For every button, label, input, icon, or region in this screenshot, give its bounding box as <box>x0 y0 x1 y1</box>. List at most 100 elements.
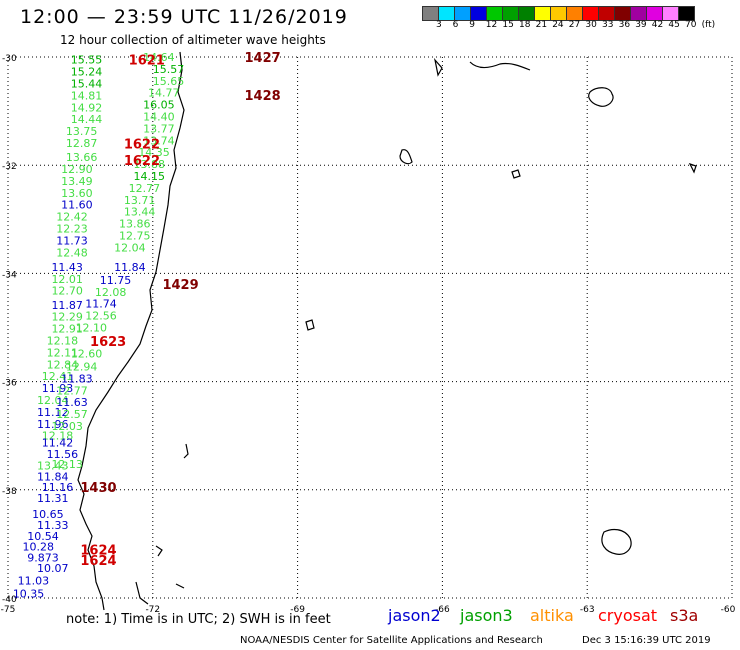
pass-time-label: 1429 <box>162 278 198 293</box>
swh-value: 12.23 <box>56 222 87 235</box>
swh-value: 11.43 <box>51 261 83 274</box>
scale-label: 70 <box>685 20 697 30</box>
swh-value: 12.03 <box>51 420 83 433</box>
scale-label: 18 <box>519 20 531 30</box>
map-subtitle: 12 hour collection of altimeter wave hei… <box>60 33 326 47</box>
swh-value: 13.86 <box>119 218 151 231</box>
swh-value: 13.44 <box>124 206 156 219</box>
swh-value: 10.07 <box>37 562 69 575</box>
scale-label: 33 <box>602 20 614 30</box>
swh-value: 11.75 <box>100 274 132 287</box>
lat-tick-label: -34 <box>2 270 17 280</box>
swh-value: 11.16 <box>42 481 74 494</box>
swh-value: 11.42 <box>42 437 74 450</box>
swh-value: 12.18 <box>42 430 74 443</box>
lat-lon-grid: -30 -32 -34 -36 -38 -40-75 -72 -69 -66 -63 -60 <box>1 54 736 615</box>
swh-value: 11.33 <box>37 519 69 532</box>
swh-value: 11.84 <box>114 261 146 274</box>
swh-value: 12.75 <box>119 230 151 243</box>
swh-value: 11.74 <box>85 298 117 311</box>
lat-tick-label: -40 <box>2 595 17 605</box>
swh-value: 12.90 <box>61 163 93 176</box>
swh-value: 12.11 <box>47 346 79 359</box>
scale-label: 3 <box>436 20 442 30</box>
scale-label: 21 <box>535 20 548 30</box>
footer-note: note: 1) Time is in UTC; 2) SWH is in fe… <box>66 612 331 627</box>
pass-time-label: 1430 <box>80 481 116 496</box>
scale-label: 15 <box>502 20 514 30</box>
footer-credit: NOAA/NESDIS Center for Satellite Applica… <box>240 635 543 646</box>
swh-value: 11.56 <box>47 448 79 461</box>
swh-value: 12.29 <box>51 311 83 324</box>
swh-value: 14.40 <box>143 111 175 124</box>
swh-value: 14.35 <box>138 146 170 159</box>
swh-value: 11.83 <box>61 372 93 385</box>
swh-value: 11.84 <box>37 470 69 483</box>
lon-tick-label: -69 <box>290 605 305 615</box>
swh-value: 14.15 <box>133 170 165 183</box>
lon-tick-label: -75 <box>1 605 16 615</box>
swh-value: 15.65 <box>153 75 185 88</box>
swh-value: 11.60 <box>61 199 93 212</box>
swh-value: 16.05 <box>143 99 175 112</box>
pass-time-label: 1624 <box>80 554 116 569</box>
swh-value: 11.12 <box>37 406 69 419</box>
swh-value: 10.65 <box>32 508 64 521</box>
swh-value: 12.10 <box>76 322 108 335</box>
swh-value: 12.01 <box>51 273 83 286</box>
swh-value: 12.04 <box>114 241 146 254</box>
swh-value: 14.92 <box>71 101 103 114</box>
scale-label: 12 <box>485 20 498 30</box>
map-frame <box>0 57 740 610</box>
coastline <box>77 51 697 611</box>
map-title: 12:00 — 23:59 UTC 11/26/2019 <box>20 6 348 28</box>
scale-label: 30 <box>585 20 597 30</box>
scale-label: 24 <box>552 20 564 30</box>
swh-value: 11.63 <box>56 396 87 409</box>
swh-value: 12.57 <box>56 408 87 421</box>
swh-value: 15.57 <box>153 63 185 76</box>
scale-label: 42 <box>651 20 664 30</box>
swh-value: 14.44 <box>71 113 103 126</box>
swh-value: 12.91 <box>51 323 83 336</box>
swh-value: 11.31 <box>37 492 69 505</box>
legend-s3a: s3a <box>670 606 699 625</box>
swh-value: 13.71 <box>124 194 156 207</box>
scale-label: 27 <box>568 20 581 30</box>
legend-cryosat: cryosat <box>598 606 658 625</box>
lon-tick-label: -63 <box>580 605 595 615</box>
swh-value: 12.87 <box>66 137 98 150</box>
scale-label: (ft) <box>701 20 716 30</box>
swh-value: 14.77 <box>148 87 180 100</box>
swh-value: 12.60 <box>71 347 103 360</box>
swh-value: 13.77 <box>143 122 175 135</box>
scale-label: 6 <box>452 20 459 30</box>
swh-value: 12.41 <box>42 370 74 383</box>
pass-time-label: 1622 <box>124 154 160 169</box>
swh-value: 10.28 <box>22 541 54 554</box>
swh-value: 11.03 <box>18 575 50 588</box>
legend-jason3: jason3 <box>460 606 513 625</box>
swh-value: 9.873 <box>27 551 59 564</box>
swh-value: 12.84 <box>47 358 79 371</box>
scale-label: 39 <box>635 20 647 30</box>
lat-tick-label: -36 <box>2 379 17 389</box>
legend-jason2: jason2 <box>388 606 441 625</box>
scale-label: 45 <box>668 20 680 30</box>
swh-value: 13.43 <box>37 459 69 472</box>
swh-value: 14.81 <box>71 89 103 102</box>
lat-tick-label: -32 <box>2 162 17 172</box>
scale-label: 9 <box>469 20 475 30</box>
swh-value: 11.93 <box>42 382 74 395</box>
swh-value: 11.87 <box>51 299 83 312</box>
lat-tick-label: -30 <box>2 54 17 64</box>
swh-value: 12.18 <box>47 334 79 347</box>
swh-value: 12.04 <box>37 394 69 407</box>
swh-value: 12.56 <box>85 310 117 323</box>
swh-value: 13.75 <box>66 125 98 138</box>
pass-time-label: 1427 <box>245 51 281 66</box>
swh-value: 13.60 <box>61 187 93 200</box>
swh-value: 14.64 <box>143 51 175 64</box>
